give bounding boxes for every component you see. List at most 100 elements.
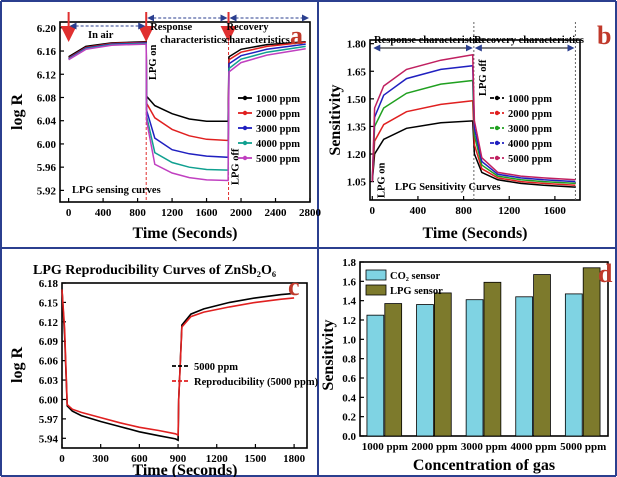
panel-a-ytick-label: 5.92	[37, 185, 57, 197]
panel-a-legend-marker	[242, 95, 248, 101]
panel-b-xlabel: Time (Seconds)	[422, 225, 527, 242]
panel-a-recovery-label: Recovery	[227, 22, 270, 33]
panel-a-legend-label: 3000 ppm	[256, 124, 300, 135]
panel-c-chart: LPG Reproducibility Curves of ZnSb₂O₆ 0 3…	[9, 263, 319, 477]
panel-b-legend-marker	[494, 140, 500, 146]
panel-a-letter: a	[290, 21, 303, 50]
panel-b-recovery-label: Recovery characteristics	[474, 35, 584, 46]
panel-d-bar-2-2	[433, 292, 452, 437]
panel-b-legend-marker	[494, 95, 500, 101]
panel-a-response-label: Response	[150, 22, 192, 33]
panel-d-bar-1-5	[564, 293, 583, 437]
panel-c-legend-label: Reproducibility (5000 ppm)	[194, 377, 319, 388]
panel-d-ylabel: Sensitivity	[320, 319, 337, 390]
panel-d-bar-1-1	[366, 314, 385, 437]
panel-d-xtick-label: 4000 ppm	[511, 441, 557, 453]
panel-c-plot-frame	[61, 282, 308, 449]
panel-c-xtick-label: 1800	[283, 453, 306, 465]
panel-b-lpg-on-label: LPG on	[376, 163, 387, 198]
panel-c-ytick-label: 6.12	[39, 317, 59, 329]
panel-b-series-line-5	[371, 53, 576, 182]
panel-b-legend-label: 5000 ppm	[508, 154, 552, 165]
panel-d-bar-2-1	[384, 303, 403, 437]
panel-d-bar-2-3	[483, 281, 502, 437]
panel-c-xtick-label: 600	[131, 453, 148, 465]
panel-c-ytick-label: 6.18	[39, 278, 59, 290]
panel-a-ytick-label: 6.08	[37, 92, 57, 104]
panel-d-bar-1-4	[515, 296, 534, 437]
panel-c-xtick-label: 0	[59, 453, 65, 465]
panel-d-bar-1-3	[465, 299, 484, 437]
panel-a-xtick-label: 0	[66, 207, 72, 219]
panel-d-ytick-label: 0.0	[342, 431, 356, 443]
panel-a-ytick-label: 6.12	[37, 69, 57, 81]
panel-c-ytick-label: 6.15	[39, 297, 59, 309]
panel-a-ytick-label: 6.16	[37, 46, 57, 58]
panel-d-bar-2-4	[533, 274, 551, 437]
panel-b-ytick-label: 1.50	[347, 94, 367, 106]
panel-a-legend-label: 1000 ppm	[256, 94, 300, 105]
panel-b-curve-label: LPG Sensitivity Curves	[395, 182, 501, 193]
panel-d-bar-1-2	[416, 304, 434, 437]
panel-b-legend-marker	[494, 110, 500, 116]
panel-c-ytick-label: 6.06	[39, 356, 59, 368]
panel-d-ytick-label: 0.2	[342, 412, 356, 424]
panel-b-legend-label: 4000 ppm	[508, 139, 552, 150]
panel-d-legend-label: LPG sensor	[390, 286, 443, 297]
panel-a-ytick-label: 6.00	[37, 139, 57, 151]
panel-a-legend-label: 2000 ppm	[256, 109, 300, 120]
panel-a-ytick-label: 6.20	[37, 23, 57, 35]
panel-a-ytick-label: 5.96	[37, 162, 57, 174]
panel-d-letter: d	[598, 259, 613, 288]
panel-b-legend-marker	[494, 155, 500, 161]
panel-c-legend-label: 5000 ppm	[194, 362, 238, 373]
panel-a-plot-frame	[59, 21, 311, 203]
panel-c-ytick-label: 5.97	[39, 414, 59, 426]
panel-b-legend-marker	[494, 125, 500, 131]
panel-b-xtick-label: 400	[410, 205, 427, 217]
panel-a-xtick-label: 2000	[230, 207, 253, 219]
panel-a-legend-marker	[242, 155, 248, 161]
panel-a-legend-label: 4000 ppm	[256, 139, 300, 150]
panel-d-ytick-label: 0.6	[342, 373, 356, 385]
panel-c-ytick-label: 6.09	[39, 336, 59, 348]
panel-a-legend-label: 5000 ppm	[256, 154, 300, 165]
panel-c-xtick-label: 300	[92, 453, 109, 465]
panel-d-ytick-label: 1.0	[342, 334, 356, 346]
panel-d-ytick-label: 0.8	[342, 354, 356, 366]
panel-a-curve-label: LPG sensing curves	[72, 185, 161, 196]
panel-a-xtick-label: 2400	[265, 207, 288, 219]
panel-d-ytick-label: 1.4	[342, 296, 356, 308]
panel-d-bar-2-5	[582, 267, 601, 437]
panel-b-legend-label: 2000 ppm	[508, 109, 552, 120]
panel-a-response-label-2: characteristics	[160, 35, 225, 46]
panel-a-lpg-on-label: LPG on	[148, 45, 159, 80]
panel-b-ytick-label: 1.65	[347, 66, 367, 78]
panel-a-chart: 0 400 800 1200 1600 2000 2400 2800 5.92 5.96 6.00 6…	[9, 12, 322, 242]
panel-d-legend-label: CO₂ sensor	[390, 271, 440, 282]
panel-b-ylabel: Sensitivity	[327, 84, 344, 155]
panel-a-xtick-label: 400	[95, 207, 112, 219]
panel-a-legend-marker	[242, 140, 248, 146]
panel-a-legend-marker	[242, 125, 248, 131]
panel-a-xtick-label: 1600	[196, 207, 219, 219]
panel-d-ytick-label: 1.8	[342, 257, 356, 269]
panel-c-series-line-1	[61, 289, 295, 442]
panel-d-xtick-label: 3000 ppm	[461, 441, 507, 453]
panel-d-xtick-label: 5000 ppm	[560, 441, 606, 453]
panel-a-xlabel: Time (Seconds)	[132, 225, 237, 242]
panel-b-ytick-label: 1.20	[347, 149, 367, 161]
panel-d-legend-swatch	[365, 269, 387, 281]
panel-b-letter: b	[597, 21, 611, 50]
panel-d-ytick-label: 1.2	[342, 315, 356, 327]
panel-c-xlabel: Time (Seconds)	[132, 462, 237, 477]
panel-a-xtick-label: 1200	[161, 207, 184, 219]
panel-a-legend-marker	[242, 110, 248, 116]
panel-b-xtick-label: 0	[370, 205, 376, 217]
panel-b-xtick-label: 800	[455, 205, 472, 217]
panel-d-chart: 0.0 0.2 0.4 0.6 0.8 1.0 1.2 1.4 1.6 1.8 1000 ppm 20…	[320, 257, 613, 474]
panel-b-ytick-label: 1.35	[347, 121, 367, 133]
panel-b-ytick-label: 1.05	[347, 177, 367, 189]
panel-b-response-label: Response characteristics	[374, 35, 484, 46]
panel-a-xtick-label: 800	[129, 207, 146, 219]
